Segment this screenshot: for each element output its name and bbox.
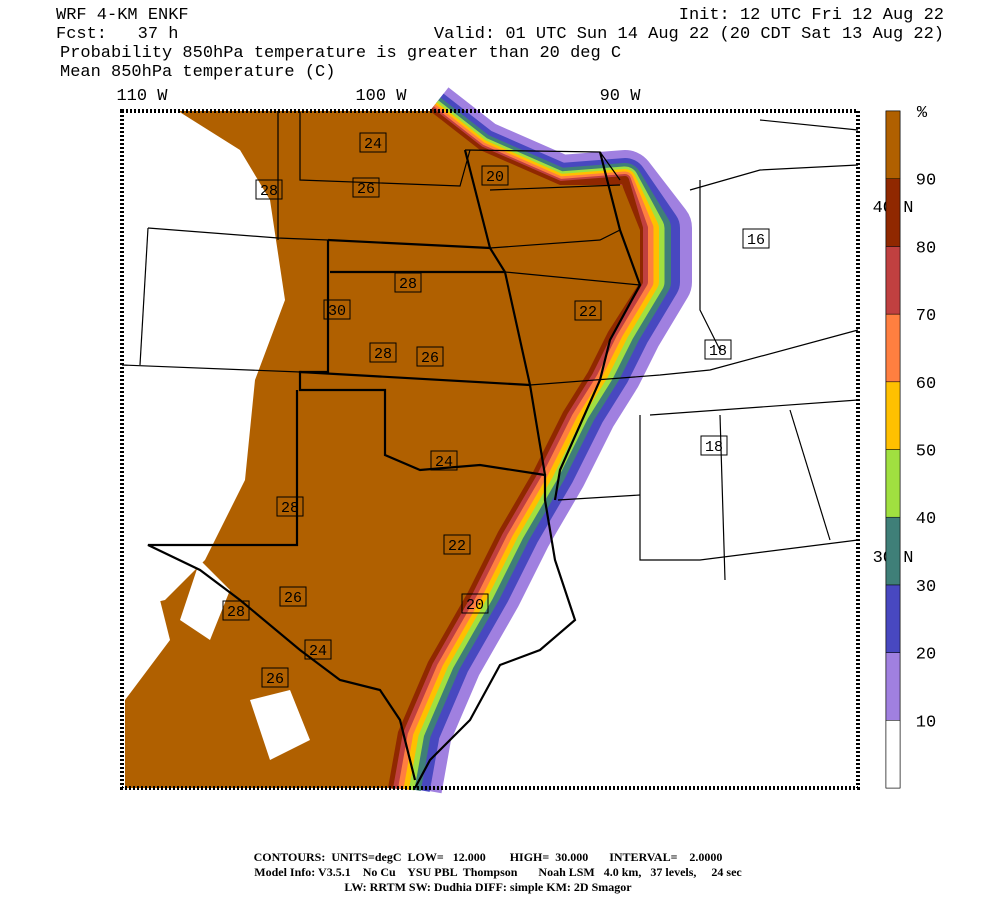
colorbar-tick-label: 90 — [916, 172, 936, 191]
colorbar-bin — [885, 381, 901, 450]
longitude-label: 110 W — [116, 87, 168, 106]
contour-label-box — [416, 346, 444, 367]
colorbar-tick-label: 50 — [916, 443, 936, 462]
colorbar-bin — [885, 313, 901, 383]
colorbar-bin — [885, 449, 901, 518]
state-borders — [121, 111, 859, 789]
subtitle: Mean 850hPa temperature (C) — [60, 63, 335, 82]
contour-label: 18 — [709, 343, 727, 360]
contour-label: 30 — [328, 303, 346, 320]
contour-label-box — [359, 132, 387, 153]
colorbar-bin — [885, 516, 901, 586]
contour-label: 28 — [399, 276, 417, 293]
contour-label-box — [276, 496, 304, 517]
model-name: WRF 4-KM ENKF — [56, 6, 189, 25]
colorbar-tick-label: 70 — [916, 307, 936, 326]
contour-label-box — [461, 593, 489, 614]
colorbar-bin — [885, 178, 901, 247]
colorbar-tick-label: 10 — [916, 713, 936, 732]
contour-label-box — [352, 177, 380, 198]
contour-label-box — [255, 179, 283, 200]
contour-label-box — [742, 228, 770, 249]
contour-label-box — [394, 272, 422, 293]
contour-label: 24 — [364, 136, 382, 153]
init-time: Init: 12 UTC Fri 12 Aug 22 — [679, 6, 944, 25]
colorbar-bin — [885, 110, 901, 179]
contour-label-box — [304, 639, 332, 660]
footer-physics: LW: RRTM SW: Dudhia DIFF: simple KM: 2D … — [344, 880, 632, 894]
colorbar-bin — [885, 720, 901, 789]
contour-label: 28 — [227, 604, 245, 621]
contour-label-box — [443, 534, 471, 555]
contour-label: 18 — [705, 439, 723, 456]
contour-label-box — [700, 435, 728, 456]
footer-contours: CONTOURS: UNITS=degC LOW= 12.000 HIGH= 3… — [254, 850, 723, 864]
contour-label-box — [222, 600, 250, 621]
valid-time: Valid: 01 UTC Sun 14 Aug 22 (20 CDT Sat … — [434, 25, 944, 44]
contour-label: 26 — [421, 350, 439, 367]
contour-label: 28 — [374, 346, 392, 363]
contour-label: 28 — [260, 183, 278, 200]
contour-label: 26 — [357, 181, 375, 198]
contour-label: 24 — [309, 643, 327, 660]
map — [120, 87, 860, 794]
title: Probability 850hPa temperature is greate… — [60, 44, 621, 63]
probability-gradient — [382, 87, 692, 794]
colorbar-bin — [885, 652, 901, 721]
colorbar-tick-label: 40 — [916, 510, 936, 529]
contour-label-box — [574, 300, 602, 321]
high-probability-area — [125, 111, 640, 788]
contour-label-box — [369, 342, 397, 363]
contour-label: 22 — [579, 304, 597, 321]
forecast-hour: Fcst: 37 h — [56, 25, 178, 44]
contour-label: 20 — [486, 169, 504, 186]
contour-label: 26 — [266, 671, 284, 688]
map-frame — [120, 109, 860, 790]
contour-label: 28 — [281, 500, 299, 517]
colorbar-tick-label: 80 — [916, 239, 936, 258]
longitude-label: 90 W — [600, 87, 642, 106]
contour-label-box — [481, 165, 509, 186]
contour-label-box — [323, 299, 351, 320]
longitude-label: 100 W — [355, 87, 407, 106]
contour-label-box — [261, 667, 289, 688]
contour-label-box — [430, 450, 458, 471]
colorbar-tick-label: 20 — [916, 646, 936, 665]
colorbar-unit: % — [917, 104, 928, 123]
colorbar-tick-label: 30 — [916, 578, 936, 597]
colorbar-tick-label: 60 — [916, 375, 936, 394]
contour-label: 24 — [435, 454, 453, 471]
contour-label: 16 — [747, 232, 765, 249]
contour-label-box — [279, 586, 307, 607]
contour-label: 22 — [448, 538, 466, 555]
colorbar-bin — [885, 584, 901, 653]
footer-model-info: Model Info: V3.5.1 No Cu YSU PBL Thompso… — [254, 865, 742, 879]
contour-label: 26 — [284, 590, 302, 607]
contour-label-box — [704, 339, 732, 360]
colorbar-bin — [885, 246, 901, 315]
contour-label: 20 — [466, 597, 484, 614]
